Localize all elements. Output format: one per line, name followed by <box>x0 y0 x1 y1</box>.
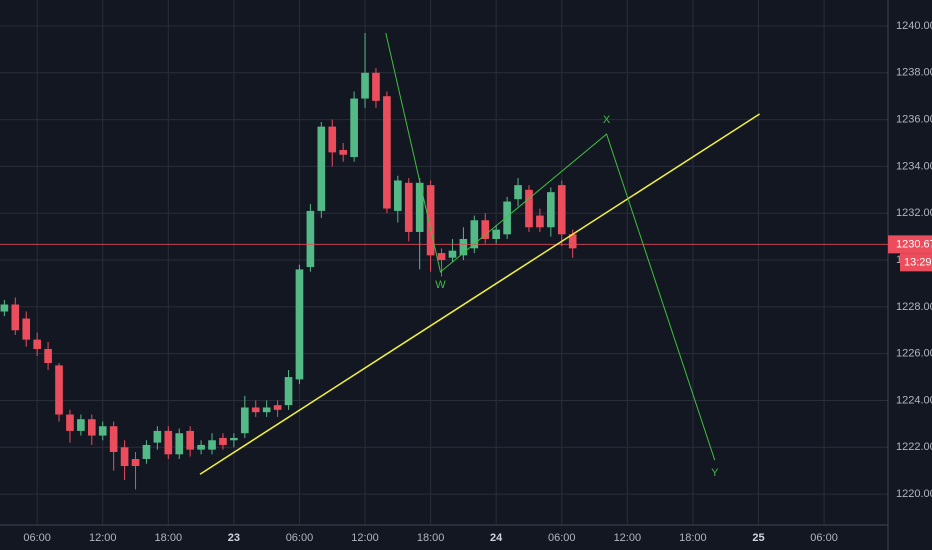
candle-body <box>186 430 194 450</box>
y-tick-label: 1232.00 <box>896 207 932 219</box>
candle-body <box>350 98 358 158</box>
y-tick-label: 1220.00 <box>896 488 932 500</box>
y-tick-label: 1226.00 <box>896 348 932 360</box>
candle-body <box>492 229 501 239</box>
candle-body <box>383 96 391 209</box>
x-tick-label: 18:00 <box>417 532 445 544</box>
candle-body <box>437 253 446 261</box>
x-tick-label: 18:00 <box>679 532 707 544</box>
x-tick-label: 12:00 <box>351 532 379 544</box>
y-tick-label: 1238.00 <box>896 67 932 79</box>
candle-body <box>33 339 41 349</box>
candle-body <box>66 414 74 431</box>
candle-body <box>448 250 457 258</box>
candle-body <box>251 407 260 413</box>
candle-body <box>361 72 369 99</box>
candle-body <box>230 437 238 441</box>
candle-body <box>295 269 304 380</box>
candle-body <box>262 407 271 413</box>
candle-body <box>470 220 479 249</box>
candle-body <box>131 458 140 467</box>
candle-body <box>219 437 227 445</box>
candle-body <box>197 444 205 450</box>
candle-body <box>525 189 533 228</box>
countdown-label: 13:29 <box>904 256 932 268</box>
candle-body <box>98 426 107 436</box>
candle-body <box>44 348 52 364</box>
candle-body <box>77 419 85 431</box>
x-tick-label: 06:00 <box>810 532 838 544</box>
wave-label: X <box>603 114 611 126</box>
candle-body <box>164 430 173 455</box>
y-tick-label: 1240.00 <box>896 20 932 32</box>
candle-body <box>240 407 249 434</box>
candle-body <box>284 377 293 406</box>
candle-body <box>481 220 490 239</box>
candle-body <box>503 201 511 235</box>
candle-body <box>557 185 566 235</box>
x-tick-label: 24 <box>490 532 503 544</box>
candle-body <box>109 426 118 452</box>
price-tag-label: 1230.67 <box>896 238 932 250</box>
x-tick-label: 06:00 <box>548 532 576 544</box>
candle-body <box>459 238 468 256</box>
candle-body <box>11 304 20 331</box>
candle-body <box>404 182 413 232</box>
y-tick-label: 1228.00 <box>896 301 932 313</box>
candle-body <box>393 180 402 211</box>
trend-line <box>199 113 760 475</box>
y-tick-label: 1236.00 <box>896 114 932 126</box>
y-tick-label: 1224.00 <box>896 394 932 406</box>
wave-label: Y <box>711 467 719 479</box>
candle-body <box>22 318 31 340</box>
candle-body <box>536 215 544 228</box>
candle-body <box>153 430 162 443</box>
candle-body <box>514 185 522 200</box>
candle-body <box>568 234 577 249</box>
price-tag <box>888 235 932 254</box>
candle-body <box>317 126 326 211</box>
x-tick-label: 25 <box>752 532 764 544</box>
candle-body <box>55 365 63 415</box>
candle-body <box>328 126 337 153</box>
candle-body <box>339 150 348 155</box>
candle-body <box>175 433 184 455</box>
x-tick-label: 06:00 <box>286 532 314 544</box>
x-tick-label: 12:00 <box>614 532 642 544</box>
candle-body <box>0 304 9 312</box>
candle-body <box>273 405 282 410</box>
candle-body <box>120 447 129 467</box>
candle-body <box>142 444 151 459</box>
candle-body <box>306 210 315 268</box>
candle-body <box>426 185 435 256</box>
candle-body <box>372 72 380 101</box>
x-tick-label: 23 <box>228 532 240 544</box>
candle-body <box>208 440 216 450</box>
wave-label: W <box>435 279 446 291</box>
wave-line <box>385 32 716 461</box>
x-tick-label: 06:00 <box>23 532 51 544</box>
candle-body <box>415 182 424 232</box>
x-tick-label: 12:00 <box>89 532 117 544</box>
y-tick-label: 1234.00 <box>896 160 932 172</box>
y-tick-label: 1222.00 <box>896 441 932 453</box>
candle-body <box>87 419 96 436</box>
countdown-tag <box>900 253 932 272</box>
candle-body <box>547 192 555 228</box>
x-tick-label: 18:00 <box>155 532 183 544</box>
